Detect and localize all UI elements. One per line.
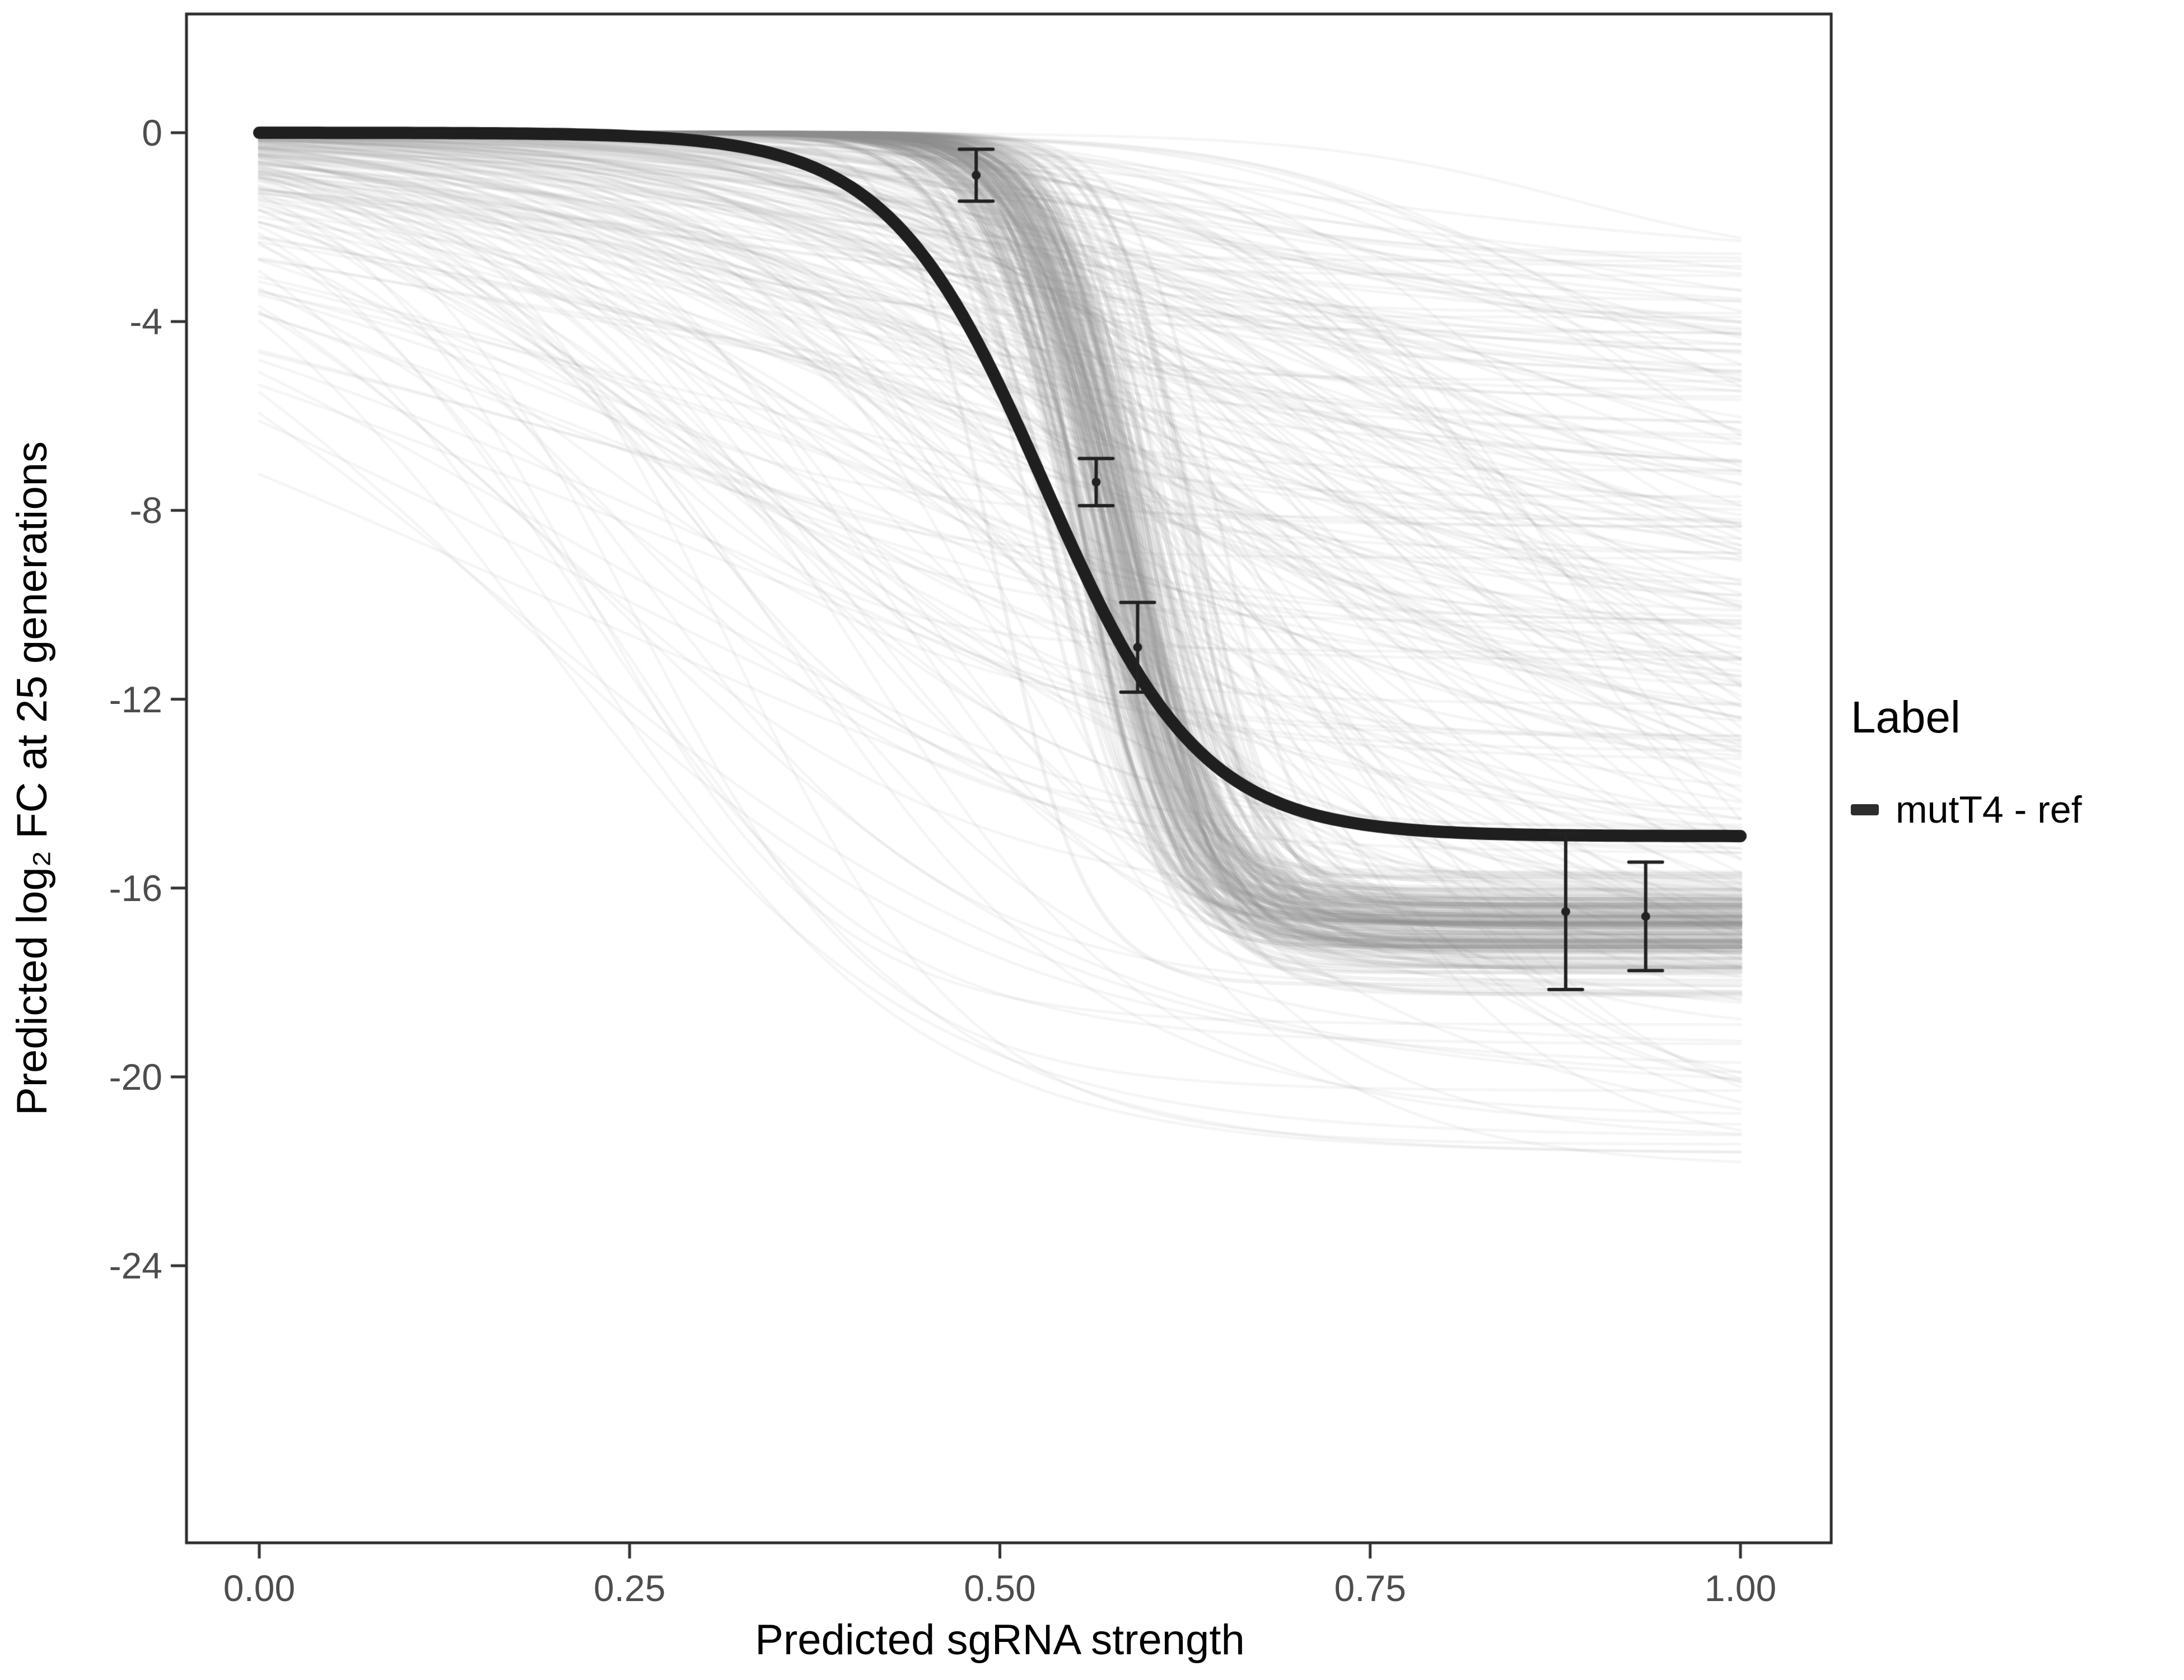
- x-tick-label: 0.75: [1334, 1567, 1406, 1609]
- legend: Label mutT4 - ref: [1851, 692, 2082, 832]
- legend-key-swatch: [1851, 804, 1879, 815]
- x-tick-label: 0.50: [964, 1567, 1036, 1609]
- y-tick-label: -24: [109, 1245, 162, 1287]
- legend-title: Label: [1851, 692, 1961, 742]
- y-tick-label: -8: [129, 489, 162, 531]
- y-tick-label: -16: [109, 867, 162, 909]
- y-tick-label: -20: [109, 1056, 162, 1098]
- y-axis-title: Predicted log₂ FC at 25 generations: [8, 441, 56, 1116]
- x-tick-label: 1.00: [1704, 1567, 1777, 1609]
- y-tick-label: 0: [142, 112, 162, 153]
- x-tick-label: 0.00: [223, 1567, 296, 1609]
- y-tick-label: -4: [129, 301, 162, 343]
- x-axis-title: Predicted sgRNA strength: [755, 1616, 1245, 1664]
- legend-entry: mutT4 - ref: [1851, 788, 2082, 832]
- y-tick-label: -12: [109, 678, 162, 720]
- x-tick-label: 0.25: [594, 1567, 666, 1609]
- legend-entry-label: mutT4 - ref: [1896, 788, 2082, 831]
